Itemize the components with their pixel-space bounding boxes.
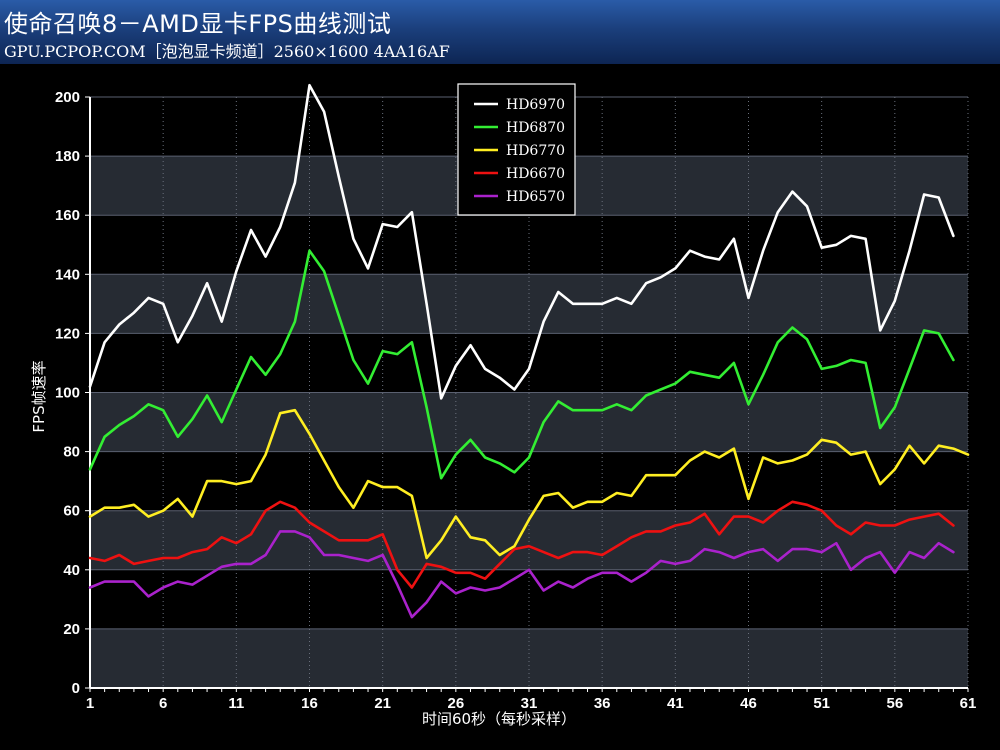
- legend-label: HD6670: [506, 166, 565, 182]
- x-axis-title: 时间60秒（每秒采样）: [422, 710, 576, 728]
- plot-band: [90, 333, 968, 393]
- y-tick-labels: 0 20 40 60 80 100 120 140 160 180 200: [55, 89, 80, 697]
- y-tick-label: 20: [63, 621, 80, 638]
- vertical-gridlines: [162, 97, 969, 688]
- series-line-hd6770: [88, 408, 970, 560]
- x-tick-label: 26: [447, 695, 464, 712]
- x-tick-label: 11: [228, 695, 244, 712]
- plot-band: [90, 569, 968, 629]
- x-tick-label: 31: [521, 695, 538, 712]
- y-tick-label: 80: [63, 444, 80, 461]
- y-tick-label: 180: [55, 148, 80, 165]
- y-tick-label: 200: [55, 89, 80, 106]
- x-tick-label: 51: [813, 695, 830, 712]
- series-line-hd6570: [88, 530, 955, 619]
- x-tick-label: 6: [159, 695, 167, 712]
- legend-label: HD6770: [506, 143, 565, 159]
- chart-subtitle: GPU.PCPOP.COM［泡泡显卡频道］2560×1600 4AA16AF: [4, 42, 450, 61]
- x-tick-label: 61: [960, 695, 977, 712]
- series-lines: [88, 83, 970, 619]
- x-tick-labels: 1 6 11 16 21 26 31 36 41 46 51 56 61: [86, 695, 977, 712]
- chart-title: 使命召唤8－AMD显卡FPS曲线测试: [4, 10, 392, 38]
- y-tick-label: 120: [55, 325, 80, 342]
- y-axis-title: FPS帧速率: [30, 360, 48, 432]
- x-tick-label: 56: [886, 695, 903, 712]
- legend: HD6970 HD6870 HD6770 HD6670 HD6570: [457, 83, 576, 216]
- y-tick-label: 60: [63, 503, 80, 520]
- series-line-hd6870: [88, 249, 955, 480]
- x-tick-label: 1: [86, 695, 94, 712]
- plot-band: [90, 628, 968, 688]
- series-line-hd6970: [88, 83, 955, 400]
- series-line-hd6670: [88, 500, 955, 589]
- x-tick-label: 21: [374, 695, 391, 712]
- x-tick-label: 41: [667, 695, 684, 712]
- header-banner: 使命召唤8－AMD显卡FPS曲线测试 GPU.PCPOP.COM［泡泡显卡频道］…: [0, 0, 1000, 64]
- y-tick-label: 140: [55, 266, 80, 283]
- y-tick-label: 40: [63, 562, 80, 579]
- y-tick-label: 100: [55, 385, 80, 402]
- plot-band: [90, 274, 968, 334]
- legend-label: HD6870: [506, 120, 565, 136]
- y-tick-label: 0: [72, 680, 80, 697]
- x-tick-label: 16: [301, 695, 318, 712]
- axes: [85, 96, 969, 692]
- legend-label: HD6970: [506, 97, 565, 113]
- legend-label: HD6570: [506, 189, 565, 205]
- y-tick-label: 160: [55, 207, 80, 224]
- x-tick-label: 36: [594, 695, 611, 712]
- x-tick-label: 46: [740, 695, 757, 712]
